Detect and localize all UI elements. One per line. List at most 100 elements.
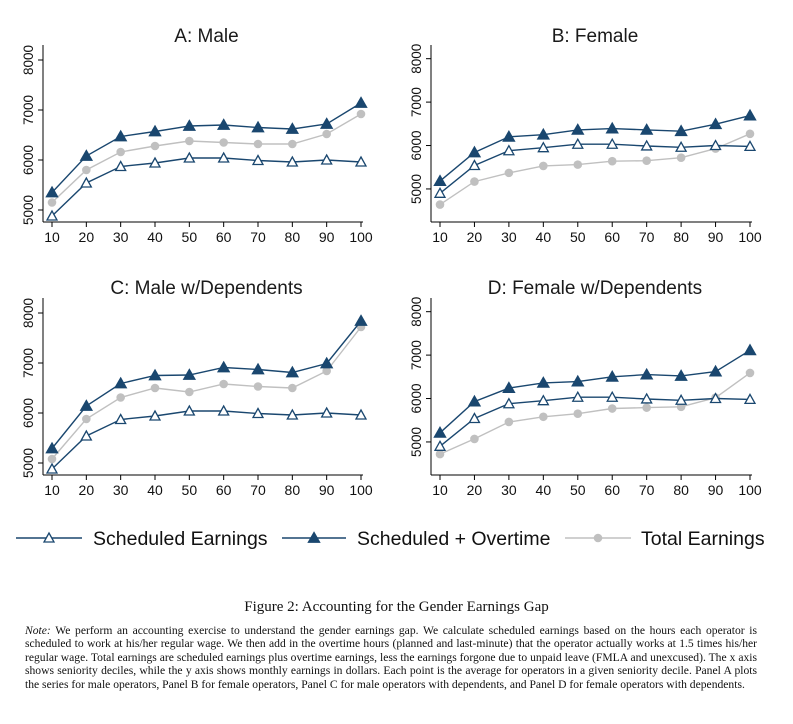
series-line-scheduled-earnings — [439, 143, 751, 194]
y-tick-label: 7000 — [21, 95, 36, 125]
data-point-scheduled-earnings — [286, 408, 299, 420]
x-tick-label: 100 — [349, 229, 373, 245]
data-point-scheduled-overtime — [502, 381, 516, 394]
data-point-scheduled-earnings — [45, 462, 59, 474]
data-point-total-earnings — [116, 147, 125, 157]
note-label: Note: — [25, 624, 51, 637]
data-point-total-earnings — [573, 409, 583, 419]
series-line-total-earnings — [51, 326, 362, 460]
legend-label: Total Earnings — [641, 528, 765, 550]
x-tick-label: 90 — [708, 482, 724, 498]
data-point-scheduled-overtime — [319, 117, 334, 129]
chart-panel-3: C: Male w/Dependents 5000 6000 7000 8000 10 20… — [21, 278, 373, 498]
x-tick-label: 60 — [216, 482, 232, 498]
y-tick-label: 7000 — [409, 340, 424, 370]
data-point-scheduled-overtime — [216, 360, 231, 373]
data-point-total-earnings — [356, 109, 366, 119]
data-point-scheduled-overtime — [605, 370, 619, 382]
y-tick-label: 5000 — [21, 448, 36, 478]
x-tick-label: 70 — [639, 482, 655, 498]
data-point-total-earnings — [470, 434, 479, 444]
note-text: We perform an accounting exercise to und… — [25, 624, 757, 691]
data-point-scheduled-overtime — [536, 127, 551, 140]
data-point-scheduled-earnings — [217, 404, 230, 416]
legend-marker — [593, 533, 603, 543]
x-tick-label: 90 — [708, 229, 724, 245]
data-point-total-earnings — [322, 129, 331, 139]
data-point-total-earnings — [253, 382, 263, 391]
series-line-total-earnings — [439, 133, 751, 206]
data-point-scheduled-earnings — [320, 406, 333, 418]
y-tick-label: 5000 — [21, 195, 36, 225]
chart-legend: Scheduled Earnings Scheduled + Overtime To… — [16, 528, 765, 550]
legend-item: Scheduled + Overtime — [282, 528, 550, 550]
data-point-scheduled-overtime — [285, 122, 300, 134]
data-point-scheduled-earnings — [354, 155, 368, 167]
x-tick-label: 20 — [79, 482, 95, 498]
data-point-scheduled-earnings — [502, 144, 515, 156]
chart-grid: A: Male 5000 6000 7000 8000 10 20 30 40 50 60 70 80 9… — [21, 26, 762, 498]
data-point-scheduled-overtime — [502, 130, 516, 142]
x-tick-label: 10 — [44, 482, 60, 498]
data-point-scheduled-overtime — [708, 364, 723, 377]
x-tick-label: 80 — [285, 482, 301, 498]
data-point-scheduled-earnings — [114, 160, 127, 172]
x-tick-label: 30 — [501, 229, 517, 245]
series-line-scheduled-overtime — [51, 102, 362, 193]
x-tick-label: 40 — [147, 482, 163, 498]
data-point-total-earnings — [676, 153, 686, 162]
data-point-total-earnings — [607, 156, 617, 166]
x-tick-label: 60 — [216, 229, 232, 245]
data-point-scheduled-earnings — [606, 137, 619, 149]
x-tick-label: 30 — [113, 229, 129, 245]
data-point-scheduled-overtime — [743, 108, 757, 121]
data-point-scheduled-overtime — [354, 314, 368, 326]
panel-title: A: Male — [174, 26, 238, 47]
y-tick-label: 8000 — [409, 297, 424, 327]
y-tick-label: 8000 — [21, 298, 36, 328]
data-point-total-earnings — [642, 156, 651, 166]
data-point-scheduled-overtime — [148, 368, 162, 381]
y-tick-label: 8000 — [21, 45, 36, 75]
data-point-total-earnings — [745, 368, 755, 378]
data-point-scheduled-earnings — [148, 156, 162, 168]
x-tick-label: 30 — [113, 482, 129, 498]
data-point-scheduled-overtime — [639, 367, 654, 380]
series-line-scheduled-overtime — [439, 114, 751, 182]
data-point-scheduled-overtime — [433, 174, 447, 187]
x-tick-label: 60 — [604, 482, 620, 498]
data-point-scheduled-earnings — [183, 151, 196, 163]
data-point-total-earnings — [185, 136, 194, 146]
figure-note: Note: We perform an accounting exercise … — [25, 624, 757, 691]
data-point-scheduled-earnings — [502, 397, 515, 409]
y-tick-label: 6000 — [21, 145, 36, 175]
x-tick-label: 80 — [673, 229, 689, 245]
data-point-scheduled-overtime — [674, 124, 688, 137]
data-point-scheduled-overtime — [467, 394, 482, 407]
y-tick-label: 6000 — [21, 398, 36, 428]
data-point-scheduled-overtime — [216, 118, 231, 130]
data-point-scheduled-earnings — [80, 176, 93, 188]
data-point-total-earnings — [573, 160, 583, 169]
x-tick-label: 50 — [182, 229, 198, 245]
data-point-scheduled-earnings — [743, 393, 757, 405]
panel-title: B: Female — [552, 26, 639, 47]
legend-label: Scheduled Earnings — [93, 528, 268, 550]
x-tick-label: 50 — [570, 482, 586, 498]
data-point-scheduled-earnings — [251, 154, 265, 166]
data-point-scheduled-overtime — [79, 149, 94, 161]
data-point-scheduled-overtime — [251, 120, 265, 133]
data-point-scheduled-overtime — [536, 376, 551, 388]
data-point-scheduled-earnings — [217, 151, 230, 163]
data-point-total-earnings — [435, 449, 445, 459]
data-point-total-earnings — [116, 393, 125, 402]
data-point-scheduled-overtime — [182, 368, 197, 380]
legend-label: Scheduled + Overtime — [357, 528, 550, 550]
data-point-scheduled-overtime — [433, 426, 447, 438]
panel-title: D: Female w/Dependents — [488, 278, 702, 299]
data-point-total-earnings — [607, 404, 617, 413]
data-point-total-earnings — [470, 177, 479, 186]
data-point-scheduled-overtime — [571, 123, 585, 135]
data-point-scheduled-overtime — [639, 123, 654, 135]
x-tick-label: 10 — [432, 482, 448, 498]
